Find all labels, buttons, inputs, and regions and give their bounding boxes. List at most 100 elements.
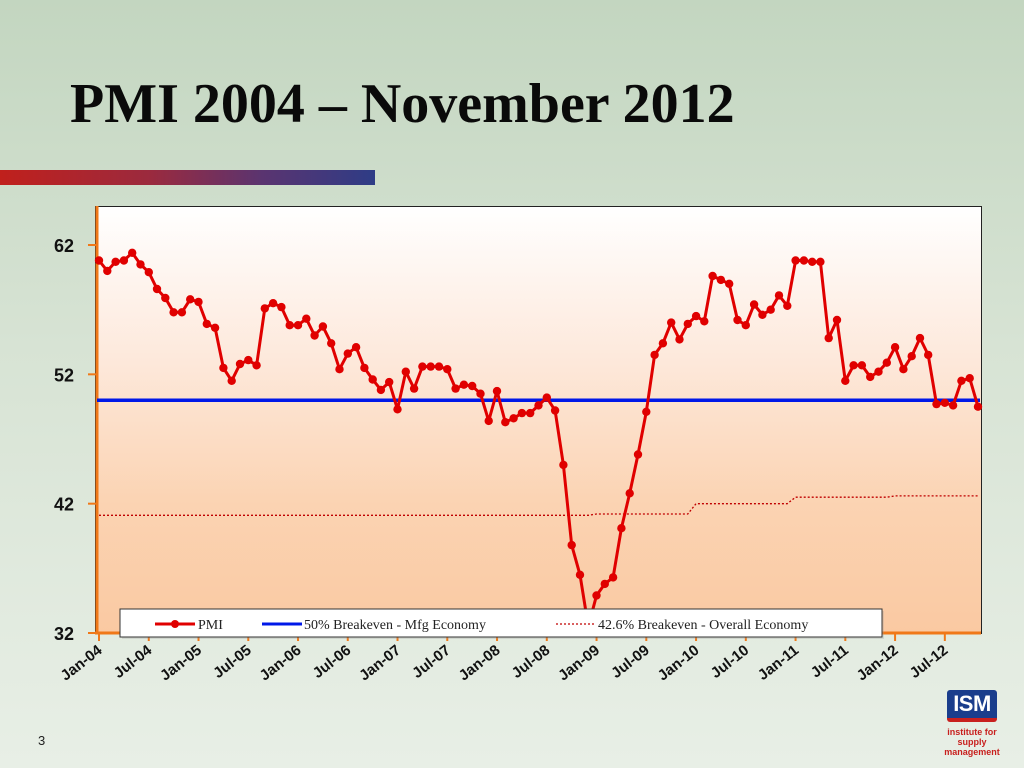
x-tick-label: Jan-11: [755, 642, 802, 684]
pmi-point: [957, 376, 966, 385]
y-tick-label: 32: [54, 624, 74, 644]
pmi-point: [401, 367, 410, 376]
pmi-point: [509, 414, 518, 423]
pmi-point: [642, 407, 651, 416]
pmi-point: [318, 322, 328, 331]
pmi-point: [791, 256, 800, 265]
pmi-point: [128, 248, 137, 257]
pmi-point: [808, 257, 817, 266]
pmi-point: [103, 266, 112, 276]
pmi-point: [948, 401, 958, 410]
x-tick-label: Jul-07: [409, 642, 454, 682]
pmi-point: [849, 361, 858, 370]
pmi-point: [219, 363, 228, 373]
pmi-point: [418, 362, 427, 371]
pmi-point: [501, 418, 510, 427]
pmi-point: [186, 295, 195, 304]
pmi-point: [890, 343, 900, 352]
pmi-point: [725, 279, 734, 288]
pmi-point: [973, 402, 983, 411]
pmi-point: [169, 308, 178, 317]
x-tick-label: Jul-11: [808, 642, 852, 682]
pmi-series: [94, 248, 983, 631]
x-tick-label: Jul-09: [608, 642, 653, 682]
x-tick-label: Jan-05: [157, 642, 205, 685]
pmi-point: [857, 361, 867, 370]
pmi-point: [277, 302, 286, 312]
overall-breakeven-line: [99, 495, 978, 516]
pmi-point: [376, 385, 386, 395]
x-tick-label: Jan-12: [854, 642, 902, 685]
pmi-point: [882, 358, 891, 367]
pmi-point: [766, 305, 775, 314]
pmi-point: [244, 355, 253, 365]
pmi-point: [542, 393, 551, 402]
pmi-point: [940, 398, 949, 407]
pmi-point: [683, 319, 692, 329]
pmi-point: [783, 301, 792, 310]
pmi-point: [368, 375, 377, 384]
pmi-point: [758, 310, 767, 319]
pmi-point: [426, 362, 435, 371]
pmi-point: [741, 321, 750, 330]
overall-breakeven-series: [99, 495, 978, 516]
pmi-point: [335, 365, 344, 374]
pmi-point: [691, 311, 701, 321]
page-number: 3: [38, 733, 46, 748]
chart-plot-area: [95, 206, 982, 634]
legend-frame: [119, 608, 883, 638]
pmi-point: [343, 349, 352, 358]
pmi-point: [210, 323, 220, 332]
pmi-point: [899, 365, 908, 374]
pmi-point: [932, 399, 941, 409]
pmi-point: [227, 376, 236, 385]
pmi-point: [302, 314, 311, 323]
y-tick-label: 62: [54, 236, 74, 256]
y-tick-label: 52: [54, 365, 74, 385]
pmi-point: [650, 350, 659, 360]
legend-pmi-marker: [171, 620, 179, 628]
pmi-point: [194, 297, 203, 307]
x-tick-label: Jul-10: [708, 642, 753, 682]
pmi-point: [492, 386, 502, 396]
pmi-point: [559, 460, 568, 470]
x-tick-label: Jul-05: [210, 642, 255, 682]
chart-legend: PMI 50% Breakeven - Mfg Economy 42.6% Br…: [119, 608, 884, 639]
pmi-point: [799, 256, 809, 265]
pmi-point: [708, 271, 717, 281]
pmi-point: [874, 367, 883, 376]
pmi-point: [700, 317, 709, 326]
pmi-point: [268, 299, 278, 308]
pmi-point: [658, 339, 668, 348]
pmi-point: [260, 304, 269, 313]
pmi-point: [235, 359, 245, 369]
x-tick-label: Jul-12: [907, 642, 952, 682]
pmi-point: [617, 524, 626, 533]
pmi-point: [161, 293, 170, 303]
pmi-point: [484, 416, 493, 426]
pmi-point: [832, 315, 842, 325]
pmi-point: [675, 335, 684, 344]
pmi-point: [608, 573, 618, 582]
pmi-line: [97, 251, 980, 628]
pmi-point: [111, 257, 120, 266]
x-tick-label: Jul-08: [509, 642, 554, 682]
x-tick-label: Jan-06: [257, 642, 305, 685]
pmi-point: [592, 591, 601, 600]
ism-logo-mark: ISM: [947, 690, 997, 722]
pmi-point: [202, 319, 211, 329]
pmi-point: [625, 489, 634, 498]
pmi-point: [451, 384, 460, 393]
pmi-point: [534, 401, 543, 410]
ism-logo-line1: institute for: [947, 727, 997, 737]
title-accent-bar: [0, 170, 375, 185]
ism-logo: ISM institute for supply management: [930, 688, 1014, 766]
pmi-point: [293, 321, 303, 330]
slide-title: PMI 2004 – November 2012: [70, 73, 735, 135]
x-tick-label: Jan-08: [456, 642, 504, 685]
x-tick-label: Jan-04: [58, 641, 106, 684]
ism-logo-line2: supply management: [944, 737, 1000, 757]
x-tick-label: Jan-07: [356, 642, 404, 685]
pmi-point: [824, 333, 833, 343]
x-tick-label: Jan-10: [655, 642, 703, 685]
